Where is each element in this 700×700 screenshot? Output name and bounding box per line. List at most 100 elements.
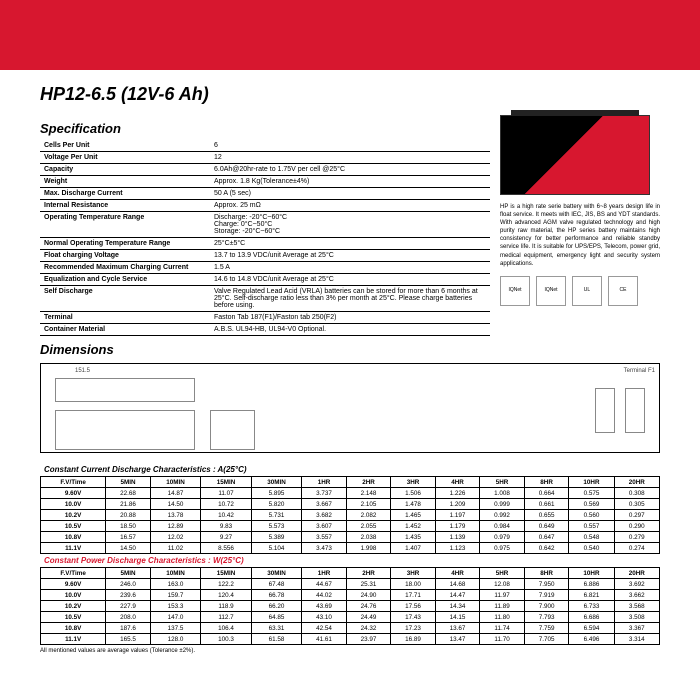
battery-image [500,115,650,195]
table-cell: 6.733 [569,601,614,612]
table-cell: 2.082 [346,510,391,521]
spec-row: Equalization and Cycle Service14.6 to 14… [40,274,490,286]
table-cell: 2.055 [346,521,391,532]
ccd-table: F.V/Time5MIN10MIN15MIN30MIN1HR2HR3HR4HR5… [40,476,660,554]
table-cell: 12.08 [480,579,525,590]
cert-row: IQNetIQNetULCE [500,276,660,306]
dim-top-view [55,378,195,402]
table-cell: 5.895 [251,488,301,499]
table-cell: 2.105 [346,499,391,510]
spec-label: Max. Discharge Current [40,188,210,199]
table-cell: 3.508 [614,612,659,623]
spec-label: Voltage Per Unit [40,152,210,163]
footnote: All mentioned values are average values … [40,648,660,654]
table-header: 3HR [391,477,436,488]
spec-row: TerminalFaston Tab 187(F1)/Faston tab 25… [40,312,490,324]
table-cell: 165.5 [106,634,151,645]
table-cell: 10.0V [41,499,106,510]
table-cell: 0.557 [569,521,614,532]
table-cell: 0.984 [480,521,525,532]
spec-label: Float charging Voltage [40,250,210,261]
spec-label: Cells Per Unit [40,140,210,151]
table-cell: 3.607 [302,521,347,532]
dim-length: 151.5 [75,368,90,374]
table-cell: 0.975 [480,543,525,554]
table-cell: 66.78 [251,590,301,601]
cert-badge: CE [608,276,638,306]
table-cell: 1.452 [391,521,436,532]
side-column: HP is a high rate serie battery with 6~8… [500,115,660,336]
table-header: 10HR [569,477,614,488]
table-cell: 239.6 [106,590,151,601]
table-cell: 128.0 [150,634,200,645]
table-cell: 3.682 [302,510,347,521]
table-cell: 22.68 [106,488,151,499]
table-cell: 13.67 [435,623,480,634]
table-cell: 227.9 [106,601,151,612]
spec-label: Self Discharge [40,286,210,311]
spec-value: 12 [210,152,490,163]
terminal-shape2 [625,388,645,433]
dimensions-drawing: 151.5 Terminal F1 [40,363,660,453]
table-header: 10HR [569,568,614,579]
table-cell: 208.0 [106,612,151,623]
spec-value: 6.0Ah@20hr-rate to 1.75V per cell @25°C [210,164,490,175]
spec-label: Internal Resistance [40,200,210,211]
spec-label: Terminal [40,312,210,323]
table-cell: 11.1V [41,543,106,554]
table-cell: 0.569 [569,499,614,510]
table-cell: 5.820 [251,499,301,510]
table-cell: 0.279 [614,532,659,543]
table-header: 20HR [614,477,659,488]
table-cell: 0.992 [480,510,525,521]
table-cell: 11.70 [480,634,525,645]
table-cell: 0.979 [480,532,525,543]
table-header: 30MIN [251,568,301,579]
table-cell: 187.6 [106,623,151,634]
table-cell: 13.47 [435,634,480,645]
table-cell: 24.90 [346,590,391,601]
table-cell: 14.50 [106,543,151,554]
table-cell: 3.473 [302,543,347,554]
table-cell: 112.7 [201,612,251,623]
table-cell: 1.226 [435,488,480,499]
table-cell: 5.389 [251,532,301,543]
table-row: 10.2V20.8813.7810.425.7313.6822.0821.465… [41,510,660,521]
table-row: 10.5V208.0147.0112.764.8543.1024.4917.43… [41,612,660,623]
table-cell: 100.3 [201,634,251,645]
header-band [0,0,700,70]
table-cell: 16.89 [391,634,436,645]
spec-row: WeightApprox. 1.8 Kg(Tolerance±4%) [40,176,490,188]
table-cell: 246.0 [106,579,151,590]
table-cell: 0.274 [614,543,659,554]
spec-value: 14.6 to 14.8 VDC/unit Average at 25°C [210,274,490,285]
table-cell: 137.5 [150,623,200,634]
table-cell: 120.4 [201,590,251,601]
table-header: 5MIN [106,568,151,579]
table-row: 11.1V14.5011.028.5565.1043.4731.9981.407… [41,543,660,554]
table-cell: 14.34 [435,601,480,612]
table-header: 5HR [480,477,525,488]
table-cell: 163.0 [150,579,200,590]
table-cell: 7.919 [524,590,569,601]
spec-row: Operating Temperature RangeDischarge: -2… [40,212,490,238]
table-cell: 12.89 [150,521,200,532]
table-cell: 11.97 [480,590,525,601]
table-cell: 11.1V [41,634,106,645]
table-cell: 0.999 [480,499,525,510]
table-header: 2HR [346,568,391,579]
table-cell: 3.667 [302,499,347,510]
table-row: 10.8V187.6137.5106.463.3142.5424.3217.23… [41,623,660,634]
table-header: 15MIN [201,568,251,579]
spec-value: Approx. 1.8 Kg(Tolerance±4%) [210,176,490,187]
table-cell: 0.649 [524,521,569,532]
spec-label: Normal Operating Temperature Range [40,238,210,249]
table-cell: 3.314 [614,634,659,645]
page-title: HP12-6.5 (12V-6 Ah) [40,84,660,105]
table-cell: 14.15 [435,612,480,623]
table-cell: 42.54 [302,623,347,634]
table-cell: 0.655 [524,510,569,521]
cpd-table: F.V/Time5MIN10MIN15MIN30MIN1HR2HR3HR4HR5… [40,567,660,645]
table-cell: 6.594 [569,623,614,634]
spec-row: Self DischargeValve Regulated Lead Acid … [40,286,490,312]
